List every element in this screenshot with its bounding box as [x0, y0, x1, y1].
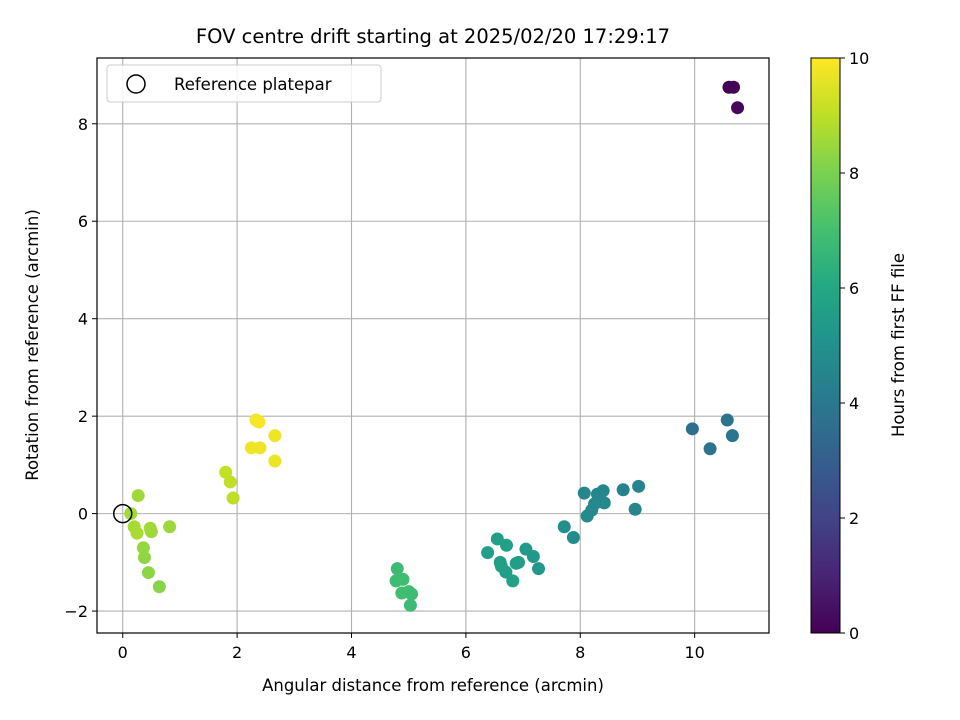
- data-point: [597, 496, 611, 510]
- x-tick-label: 8: [575, 643, 585, 662]
- data-point: [405, 587, 419, 601]
- plot-area-frame: [96, 57, 770, 634]
- colorbar-label: Hours from first FF file: [889, 253, 908, 437]
- chart-title: FOV centre drift starting at 2025/02/20 …: [196, 25, 670, 48]
- data-point: [727, 80, 741, 94]
- data-point: [685, 422, 699, 436]
- reference-platepar-marker: [112, 503, 133, 524]
- legend-label-reference: Reference platepar: [174, 75, 332, 94]
- data-point: [152, 580, 166, 594]
- legend-marker-reference: [126, 74, 146, 94]
- data-point: [131, 489, 145, 503]
- colorbar-gradient: [810, 57, 841, 634]
- data-point: [268, 429, 282, 443]
- data-point: [268, 454, 282, 468]
- colorbar: 0 2 4 6 8 10 Hours from first FF file: [810, 49, 908, 643]
- legend: Reference platepar: [106, 64, 382, 103]
- data-point: [499, 565, 513, 579]
- data-point: [481, 546, 495, 560]
- x-tick-label: 2: [232, 643, 242, 662]
- y-tick-label: 0: [78, 505, 88, 524]
- data-points: [112, 80, 745, 612]
- colorbar-tick-label: 4: [849, 394, 859, 413]
- y-tick-label: 6: [78, 212, 88, 231]
- data-point: [124, 507, 138, 521]
- colorbar-tick-label: 6: [849, 279, 859, 298]
- x-tick-label: 0: [118, 643, 128, 662]
- data-point: [390, 562, 404, 576]
- data-point: [226, 491, 240, 505]
- colorbar-tick-label: 2: [849, 509, 859, 528]
- data-point: [566, 530, 580, 544]
- x-axis-ticks: 0 2 4 6 8 10: [118, 633, 705, 662]
- data-point: [725, 429, 739, 443]
- colorbar-tick-label: 0: [849, 624, 859, 643]
- data-point: [144, 525, 158, 539]
- data-point: [163, 520, 177, 534]
- data-point: [526, 549, 540, 563]
- y-tick-label: 8: [78, 115, 88, 134]
- data-point: [512, 555, 526, 569]
- colorbar-ticks: 0 2 4 6 8 10: [840, 49, 869, 643]
- data-point: [253, 441, 267, 455]
- data-point: [141, 566, 155, 580]
- y-tick-label: 4: [78, 310, 88, 329]
- data-point: [490, 532, 504, 546]
- data-point: [703, 442, 717, 456]
- y-tick-label: 2: [78, 407, 88, 426]
- data-point: [403, 598, 417, 612]
- data-point: [616, 483, 630, 497]
- data-point: [628, 502, 642, 516]
- colorbar-tick-label: 10: [849, 49, 869, 68]
- data-point: [557, 520, 571, 534]
- data-point: [219, 465, 233, 479]
- x-tick-label: 10: [684, 643, 704, 662]
- data-point: [137, 550, 151, 564]
- data-point: [130, 526, 144, 540]
- colorbar-tick-label: 8: [849, 164, 859, 183]
- x-axis-label: Angular distance from reference (arcmin): [262, 676, 604, 695]
- x-tick-label: 6: [461, 643, 471, 662]
- data-point: [585, 503, 599, 517]
- y-tick-label: −2: [64, 602, 88, 621]
- y-axis-ticks: −2 0 2 4 6 8: [64, 115, 97, 621]
- data-point: [577, 486, 591, 500]
- data-point: [136, 541, 150, 555]
- data-point: [720, 413, 734, 427]
- data-point: [223, 475, 237, 489]
- data-point: [506, 574, 520, 588]
- x-tick-label: 4: [346, 643, 356, 662]
- data-point: [396, 572, 410, 586]
- legend-box: [106, 64, 382, 103]
- data-point: [632, 479, 646, 493]
- grid-lines: [97, 58, 769, 633]
- data-point: [532, 562, 546, 576]
- data-point: [252, 415, 266, 429]
- data-point: [499, 538, 513, 552]
- y-axis-label: Rotation from reference (arcmin): [23, 209, 42, 481]
- data-point: [596, 484, 610, 498]
- data-point: [731, 101, 745, 115]
